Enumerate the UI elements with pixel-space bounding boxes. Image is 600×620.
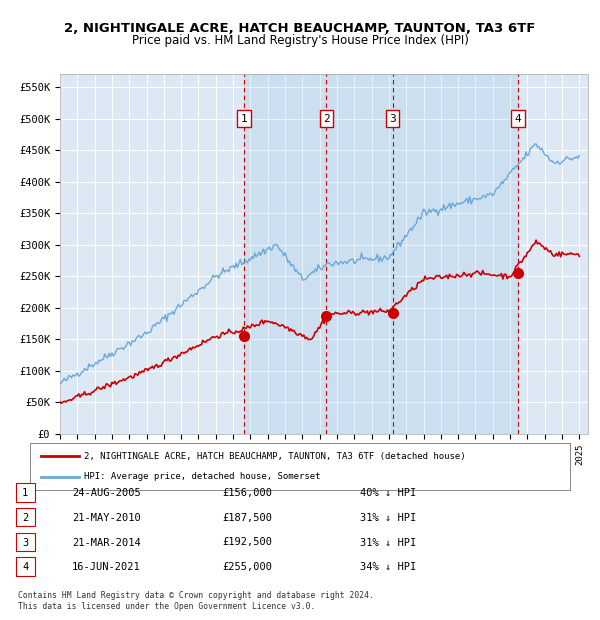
Text: £255,000: £255,000 (222, 562, 272, 572)
Text: 2: 2 (323, 113, 329, 123)
Text: 2: 2 (22, 513, 28, 523)
Text: 16-JUN-2021: 16-JUN-2021 (72, 562, 141, 572)
Text: 24-AUG-2005: 24-AUG-2005 (72, 488, 141, 498)
Bar (244, 74, 518, 434)
Text: HPI: Average price, detached house, Somerset: HPI: Average price, detached house, Some… (84, 472, 320, 481)
Text: £156,000: £156,000 (222, 488, 272, 498)
Text: £192,500: £192,500 (222, 538, 272, 547)
Text: Contains HM Land Registry data © Crown copyright and database right 2024.
This d: Contains HM Land Registry data © Crown c… (18, 591, 374, 611)
Text: £187,500: £187,500 (222, 513, 272, 523)
Text: 3: 3 (389, 113, 396, 123)
Text: 4: 4 (515, 113, 521, 123)
Text: 1: 1 (241, 113, 248, 123)
Text: 3: 3 (22, 538, 28, 547)
Text: 34% ↓ HPI: 34% ↓ HPI (360, 562, 416, 572)
Text: 21-MAY-2010: 21-MAY-2010 (72, 513, 141, 523)
Text: 4: 4 (22, 562, 28, 572)
Text: 2, NIGHTINGALE ACRE, HATCH BEAUCHAMP, TAUNTON, TA3 6TF (detached house): 2, NIGHTINGALE ACRE, HATCH BEAUCHAMP, TA… (84, 452, 466, 461)
Text: 31% ↓ HPI: 31% ↓ HPI (360, 513, 416, 523)
Text: 40% ↓ HPI: 40% ↓ HPI (360, 488, 416, 498)
Text: Price paid vs. HM Land Registry's House Price Index (HPI): Price paid vs. HM Land Registry's House … (131, 34, 469, 47)
Text: 31% ↓ HPI: 31% ↓ HPI (360, 538, 416, 547)
Text: 21-MAR-2014: 21-MAR-2014 (72, 538, 141, 547)
Text: 2, NIGHTINGALE ACRE, HATCH BEAUCHAMP, TAUNTON, TA3 6TF: 2, NIGHTINGALE ACRE, HATCH BEAUCHAMP, TA… (64, 22, 536, 35)
Text: 1: 1 (22, 488, 28, 498)
